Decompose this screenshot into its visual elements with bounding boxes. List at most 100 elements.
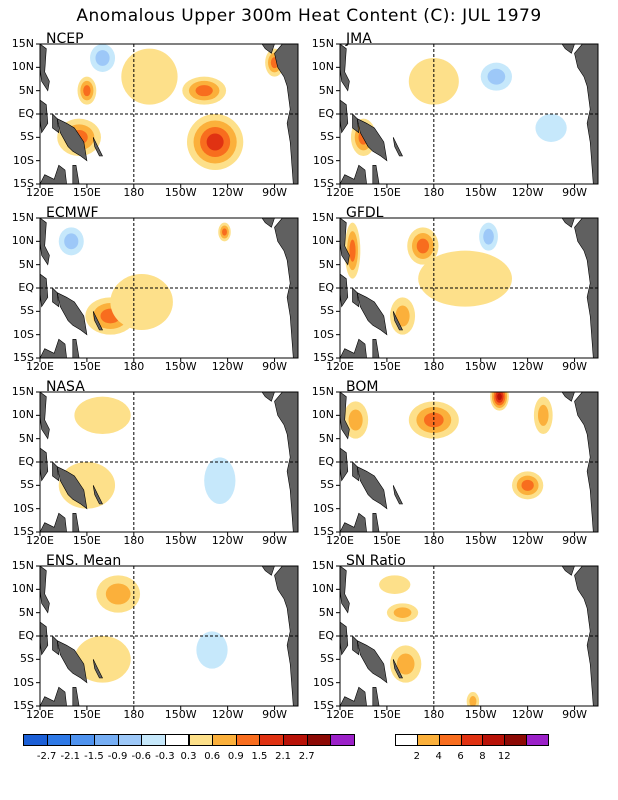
map-panel-ens-mean: ENS. Mean 15N 10N 5N EQ 5S 10S 15S 120E 150E 180 15… [12, 554, 299, 720]
colorbar-heat-content: -2.7 -2.1 -1.5 -0.9 -0.6 -0.3 0.3 0.6 0.9 1.5 2.1 2… [23, 734, 355, 764]
y-tick-label: 5N [18, 257, 34, 271]
landmass [56, 466, 88, 510]
y-tick-label: 10N [311, 234, 334, 248]
colorbar-tick-label: 6 [457, 751, 464, 762]
anomaly-region [521, 479, 534, 491]
x-tick-label: 180 [123, 186, 145, 199]
landmass [72, 513, 80, 532]
y-tick-label: 5N [18, 431, 34, 445]
x-tick-label: 120E [26, 534, 54, 547]
colorbar-tick-label: 8 [479, 751, 486, 762]
y-tick-label: 15S [13, 525, 34, 538]
colorbar-swatch [141, 734, 166, 746]
landmass [340, 621, 349, 656]
landmass [574, 44, 598, 184]
y-tick-label: EQ [18, 281, 34, 294]
y-tick-label: 10S [13, 327, 34, 341]
landmass [274, 392, 298, 532]
map-panel-jma: JMA 15N 10N 5N EQ 5S 10S 15S 120E 150E 180 150W 120W… [312, 32, 599, 198]
anomaly-region [469, 696, 477, 706]
colorbar-swatch [23, 734, 48, 746]
y-tick-label: 10N [311, 582, 334, 596]
x-tick-label: 150W [464, 360, 497, 373]
y-tick-label: 15S [13, 351, 34, 364]
x-tick-label: 150W [464, 186, 497, 199]
landmass [340, 338, 367, 358]
y-tick-label: EQ [318, 281, 334, 294]
anomaly-region [349, 239, 356, 262]
anomaly-region [204, 457, 236, 504]
anomaly-region [74, 396, 131, 434]
y-tick-label: 15S [13, 177, 34, 190]
anomaly-region [483, 228, 494, 245]
landmass [372, 165, 380, 184]
y-tick-label: 10N [311, 408, 334, 422]
x-tick-label: 120W [211, 360, 244, 373]
x-tick-label: 150E [372, 708, 401, 721]
x-tick-label: 120W [211, 534, 244, 547]
colorbar-tick-label: 2.7 [298, 751, 315, 762]
anomaly-region [395, 305, 410, 327]
y-tick-label: 15N [311, 37, 334, 50]
colorbar-swatch [504, 734, 528, 746]
landmass [92, 659, 103, 679]
x-tick-label: 180 [123, 534, 145, 547]
landmass [72, 339, 80, 358]
anomaly-region [535, 114, 567, 142]
colorbar-swatch [482, 734, 506, 746]
landmass [392, 137, 403, 157]
landmass [40, 686, 67, 706]
x-tick-label: 150W [164, 708, 197, 721]
x-tick-label: 150W [464, 708, 497, 721]
anomaly-region [393, 607, 412, 618]
landmass [392, 659, 403, 679]
colorbar-tick-label: -2.7 [36, 751, 57, 762]
panel-label: BOM [346, 379, 379, 395]
map-plot [336, 565, 599, 710]
x-tick-label: 120W [511, 708, 544, 721]
colorbar-swatch [438, 734, 462, 746]
landmass [52, 113, 60, 134]
landmass [392, 485, 403, 505]
y-tick-label: EQ [18, 455, 34, 468]
y-tick-label: 10N [311, 60, 334, 74]
x-tick-label: 180 [423, 534, 445, 547]
x-tick-label: 180 [123, 708, 145, 721]
y-tick-label: 15S [313, 699, 334, 712]
landmass [40, 338, 67, 358]
panel-label: ENS. Mean [46, 553, 122, 569]
x-tick-label: 150E [372, 360, 401, 373]
colorbar-tick-label: -0.6 [131, 751, 151, 762]
colorbar-tick-label: -2.1 [60, 751, 81, 762]
x-tick-label: 120E [326, 186, 354, 199]
landmass [40, 512, 67, 532]
map-plot [336, 43, 599, 188]
colorbar-tick-label: 1.5 [251, 751, 268, 762]
x-tick-label: 150W [464, 534, 497, 547]
y-tick-label: 15S [313, 351, 334, 364]
y-tick-label: 10S [313, 675, 334, 689]
map-panel-ecmwf: ECMWF 15N 10N 5N EQ 5S 10S 15S 120E 150E 180 150W 12… [12, 206, 299, 372]
landmass [352, 461, 360, 482]
colorbar-swatch [283, 734, 308, 746]
x-tick-label: 120E [326, 534, 354, 547]
landmass [92, 137, 103, 157]
y-tick-label: 15S [313, 177, 334, 190]
y-tick-label: 10N [11, 582, 34, 596]
x-tick-label: 120E [326, 708, 354, 721]
anomaly-region [95, 50, 110, 66]
landmass [574, 392, 598, 532]
x-tick-label: 180 [123, 360, 145, 373]
colorbar-swatch [416, 734, 440, 746]
y-tick-label: 5S [20, 478, 34, 492]
x-tick-label: 120W [211, 708, 244, 721]
map-plot [336, 391, 599, 536]
landmass [356, 118, 388, 162]
map-panel-sn-ratio: SN Ratio 15N 10N 5N EQ 5S 10S 15S 120E 150E 180 150… [312, 554, 599, 720]
landmass [72, 165, 80, 184]
landmass [40, 621, 49, 656]
y-tick-label: EQ [18, 629, 34, 642]
map-panel-bom: BOM 15N 10N 5N EQ 5S 10S 15S 120E 150E 180 150W 120W… [312, 380, 599, 546]
y-tick-label: 10S [313, 501, 334, 515]
x-tick-label: 120E [26, 360, 54, 373]
